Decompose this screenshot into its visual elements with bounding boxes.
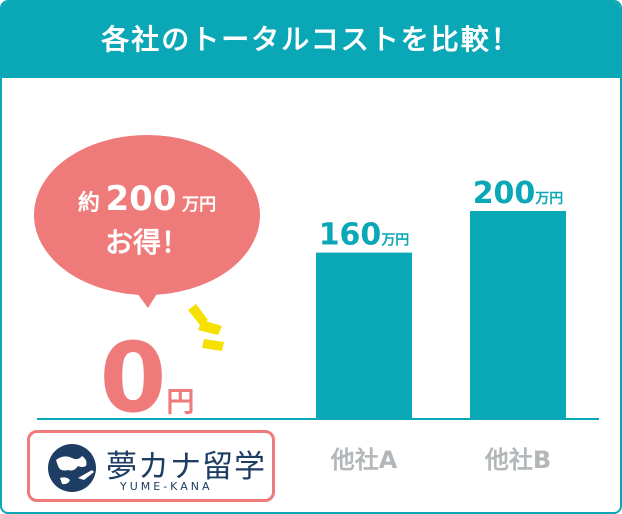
callout-line2: お得！ xyxy=(105,226,189,259)
callout-unit: 万円 xyxy=(181,195,216,215)
globe-plane-icon xyxy=(48,444,96,492)
callout-prefix: 約 xyxy=(78,190,100,216)
value-label-1: 160万円 xyxy=(319,218,410,253)
logo-name: 夢カナ留学 xyxy=(106,449,266,485)
callout-tail xyxy=(134,289,160,308)
callout-amount: 200 xyxy=(106,179,177,219)
callout-bubble xyxy=(34,135,260,295)
bar-1 xyxy=(316,252,412,419)
savings-callout: 約 200 万円 お得！ xyxy=(34,135,260,308)
value-label-2: 200万円 xyxy=(473,176,564,211)
value-label-0: 0円 xyxy=(100,322,195,434)
yume-kana-logo: 夢カナ留学 YUME-KANA xyxy=(27,430,275,502)
logo-romaji: YUME-KANA xyxy=(120,480,213,493)
header-bar: 各社のトータルコストを比較！ xyxy=(2,2,620,78)
callout-line1: 約 200 万円 xyxy=(78,179,216,219)
chart-title: 各社のトータルコストを比較！ xyxy=(101,23,521,56)
bar-2 xyxy=(470,211,566,419)
spark-icon xyxy=(188,304,224,351)
category-label-1: 他社A xyxy=(330,446,398,474)
category-label-2: 他社B xyxy=(484,446,551,474)
